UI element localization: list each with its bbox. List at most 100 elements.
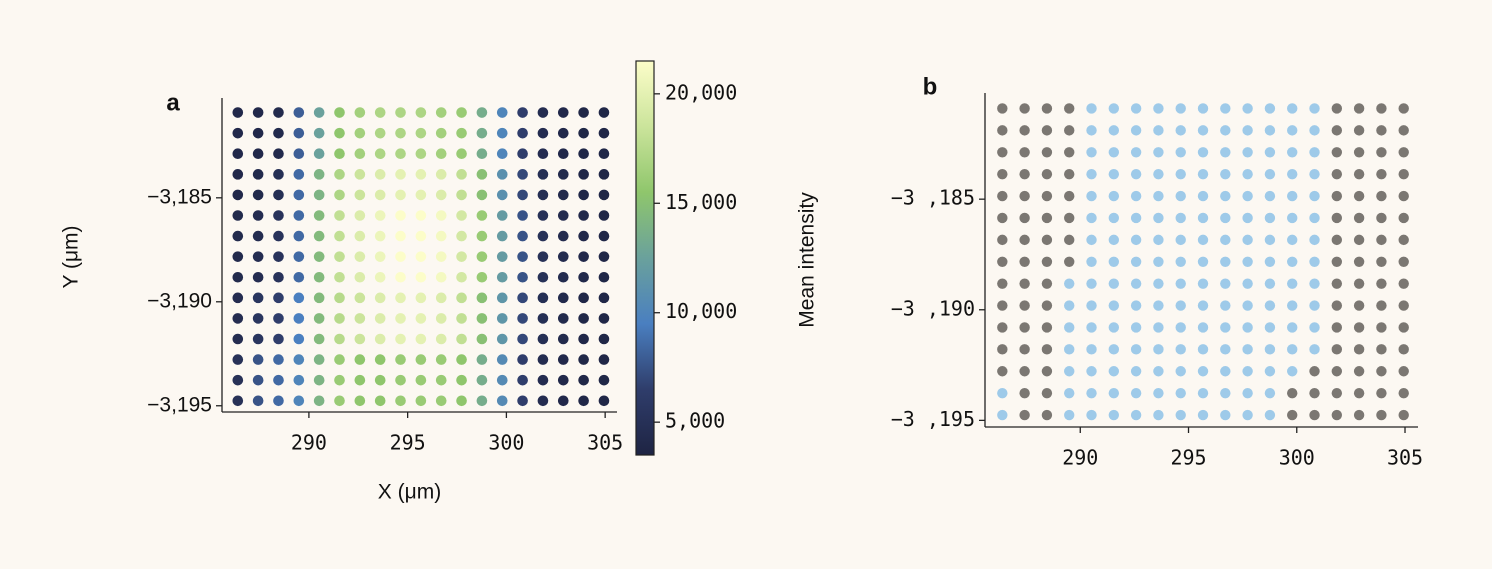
spot — [395, 127, 406, 139]
spot — [997, 190, 1008, 202]
spot — [1086, 278, 1097, 289]
spot — [1331, 190, 1343, 202]
spot — [1197, 256, 1209, 267]
colorbar-tick-label: 15,000 — [665, 190, 737, 214]
spot — [273, 374, 284, 386]
spot — [1309, 366, 1320, 377]
spot — [517, 189, 528, 201]
spot — [395, 313, 406, 324]
spot — [415, 169, 427, 180]
spot — [273, 313, 284, 324]
spot — [1376, 387, 1387, 399]
spot — [578, 210, 589, 221]
spot — [1108, 300, 1120, 311]
spot — [1287, 147, 1298, 158]
spot — [1108, 322, 1120, 333]
spot — [1041, 103, 1053, 114]
spot — [293, 292, 305, 304]
spot — [476, 374, 488, 386]
spot — [395, 230, 406, 242]
spot — [1353, 168, 1365, 180]
spot — [1041, 322, 1053, 333]
spot — [598, 169, 610, 180]
spot — [557, 354, 569, 365]
spot — [1064, 125, 1075, 136]
spot — [537, 292, 549, 304]
spot — [1019, 344, 1030, 355]
spot — [578, 271, 589, 283]
spot — [1064, 234, 1075, 246]
spot — [1242, 366, 1253, 377]
spot — [1309, 387, 1320, 399]
spot — [232, 271, 244, 283]
spot — [997, 125, 1008, 136]
spot — [1287, 366, 1298, 377]
spot — [415, 107, 427, 118]
spot — [374, 292, 386, 304]
spot — [517, 230, 528, 242]
spot — [435, 210, 447, 221]
spot — [598, 395, 610, 407]
spot — [1376, 366, 1387, 377]
spot — [313, 189, 325, 201]
x-tick-label: 290 — [1062, 446, 1098, 470]
spot — [1287, 387, 1298, 399]
spot — [334, 354, 345, 365]
spot — [476, 107, 488, 118]
spot — [232, 230, 244, 242]
spot — [537, 333, 549, 345]
spot — [1309, 147, 1320, 158]
spot — [293, 107, 305, 118]
spot — [273, 189, 284, 201]
spot — [496, 169, 508, 180]
spot — [1353, 409, 1365, 421]
y-tick-label: −3 ,195 — [891, 407, 975, 431]
spot — [997, 300, 1008, 311]
spot — [1130, 387, 1142, 399]
spot — [1353, 366, 1365, 377]
spot — [1376, 344, 1387, 355]
spot — [395, 169, 406, 180]
spot — [1242, 190, 1253, 202]
spot — [456, 354, 467, 365]
spot — [598, 251, 610, 262]
spot — [1242, 344, 1253, 355]
spot — [1153, 322, 1164, 333]
spot — [1242, 256, 1253, 267]
spot — [1197, 168, 1209, 180]
spot — [1264, 344, 1276, 355]
spot — [1041, 234, 1053, 246]
spot — [557, 292, 569, 304]
spot — [578, 292, 589, 304]
spot — [334, 395, 345, 407]
spot — [374, 210, 386, 221]
spot — [293, 271, 305, 283]
spot — [1019, 322, 1030, 333]
spot — [1130, 256, 1142, 267]
spot — [293, 169, 305, 180]
colorbar-label: Mean intensity — [796, 192, 819, 328]
spot — [517, 107, 528, 118]
spot — [557, 189, 569, 201]
spot — [1242, 168, 1253, 180]
spot — [1197, 212, 1209, 224]
spot — [997, 212, 1008, 224]
spot — [557, 169, 569, 180]
spot — [456, 271, 467, 283]
spot — [395, 292, 406, 304]
spot — [252, 313, 264, 324]
spot — [997, 234, 1008, 246]
spot — [1309, 300, 1320, 311]
spot — [496, 271, 508, 283]
spot — [1197, 409, 1209, 421]
spot — [1064, 147, 1075, 158]
spot — [1130, 322, 1142, 333]
spot — [1376, 409, 1387, 421]
spot — [232, 333, 244, 345]
spot — [354, 271, 366, 283]
spot — [1309, 278, 1320, 289]
spot — [517, 210, 528, 221]
spot — [273, 251, 284, 262]
spot — [456, 395, 467, 407]
spot — [476, 292, 488, 304]
